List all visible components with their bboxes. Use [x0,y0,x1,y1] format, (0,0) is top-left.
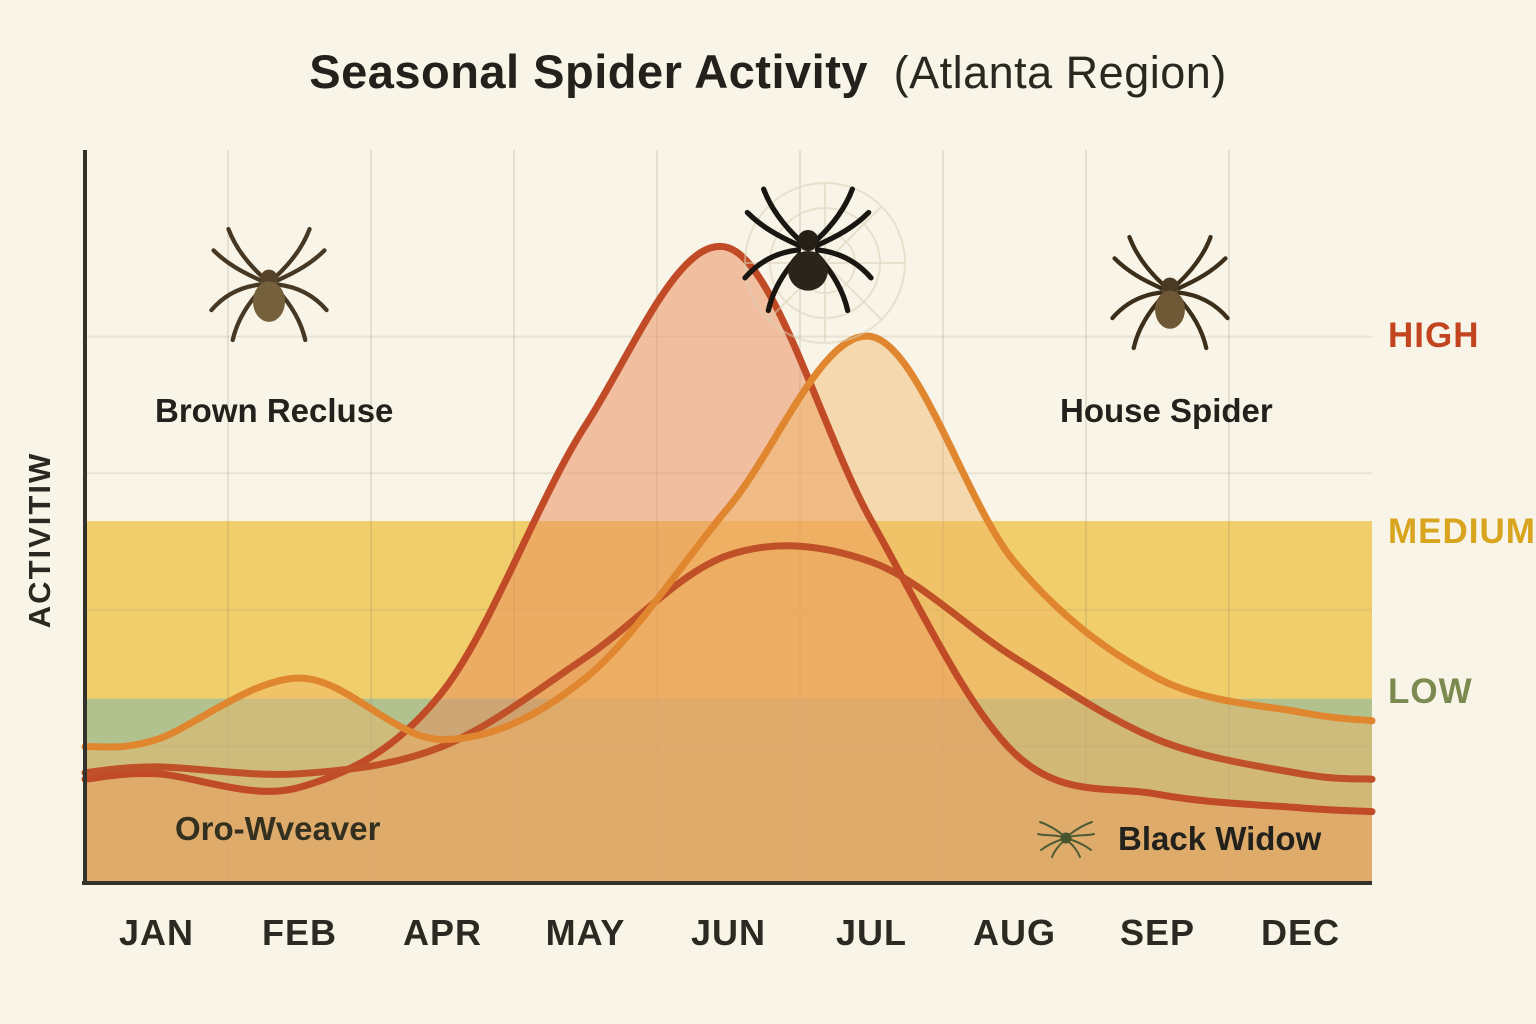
x-axis-label: JUN [691,912,766,953]
annotation-house-spider: House Spider [1060,392,1273,429]
level-label-high: HIGH [1388,316,1480,355]
annotation-brown-recluse: Brown Recluse [155,392,394,429]
series-brown-recluse-curve [81,242,1376,816]
x-axis-label: MAY [546,912,626,953]
page-title-main: Seasonal Spider Activity [309,45,869,98]
annotation-orb-weaver: Oro-Wveaver [175,810,381,847]
black-spider-icon [742,186,874,314]
brown-recluse-spider-icon [209,226,329,343]
x-axis-label: APR [403,912,482,953]
x-axis-label: SEP [1120,912,1195,953]
series-brown-recluse-area [85,246,1372,884]
page-title: Seasonal Spider Activity (Atlanta Region… [0,44,1536,99]
annotation-black-widow: Black Widow [1118,820,1322,857]
series-house-spider-area [85,336,1372,883]
x-axis-label: JAN [119,912,194,953]
series-orb-weaver-curve [81,542,1376,783]
series-orb-weaver-area [85,545,1372,883]
x-axis-label: JUL [836,912,907,953]
y-axis-label: ACTIVITIW [22,451,57,629]
level-label-low: LOW [1388,672,1473,711]
x-axis-label: DEC [1261,912,1340,953]
x-axis-label: FEB [262,912,337,953]
house-spider-icon [1110,234,1230,351]
black-widow-spider-icon [1037,821,1095,858]
series-house-spider-curve [81,332,1376,751]
level-label-medium: MEDIUM [1388,512,1536,551]
page-title-suffix: (Atlanta Region) [893,47,1227,98]
x-axis-label: AUG [973,912,1056,953]
